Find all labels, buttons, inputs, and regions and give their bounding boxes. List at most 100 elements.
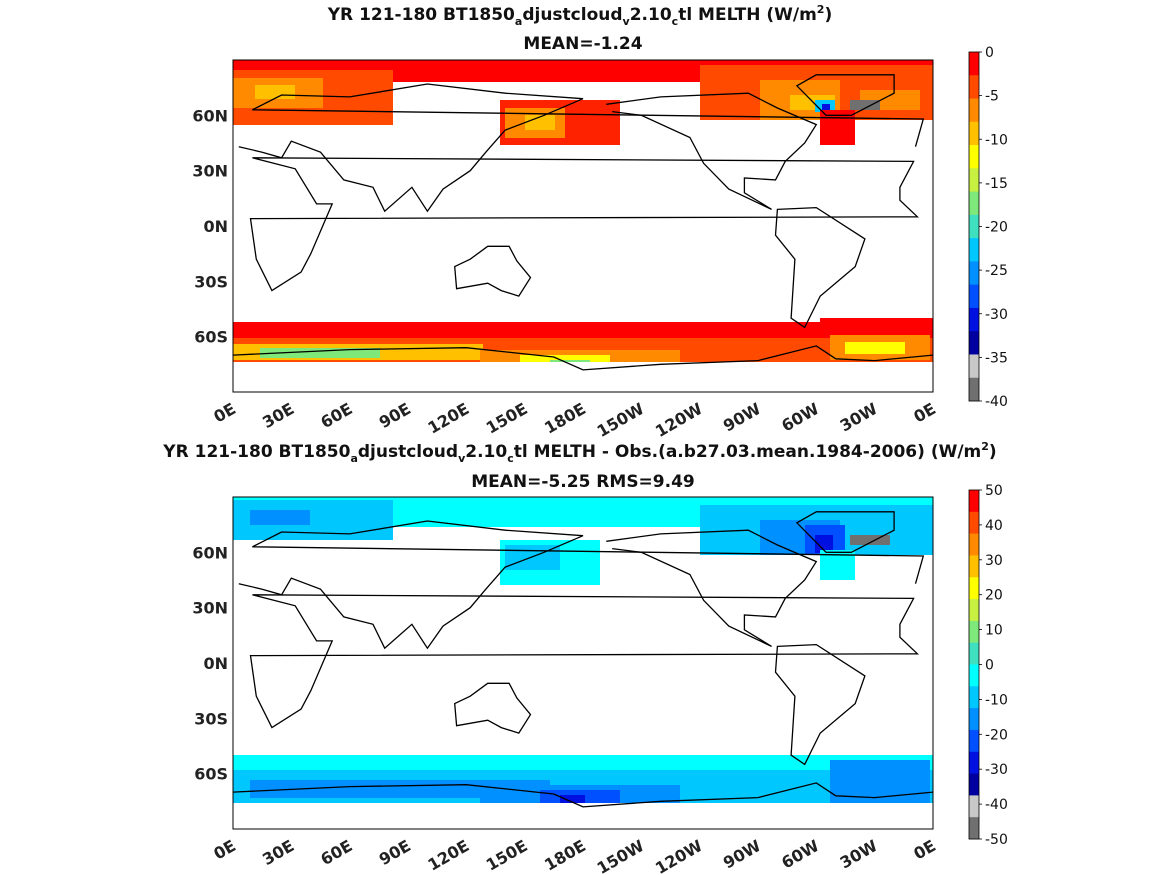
y-tick-label: 60N xyxy=(192,106,228,125)
colorbar-swatch xyxy=(969,307,979,332)
top-arctic-field xyxy=(233,60,933,145)
colorbar-tick-label: -40 xyxy=(985,394,1008,410)
x-tick-label: 90E xyxy=(376,836,414,869)
top-x-axis: 0E 30E 60E 90E 120E 150E 180E 150W 120W 90W 60W 30W… xyxy=(210,399,939,441)
colorbar-swatch xyxy=(969,795,979,818)
colorbar-swatch xyxy=(969,686,979,709)
colorbar-swatch xyxy=(969,751,979,774)
bottom-coastlines xyxy=(232,511,934,808)
x-tick-label: 60W xyxy=(778,836,822,873)
bottom-map xyxy=(233,497,933,829)
coastline-greenland xyxy=(795,74,895,116)
colorbar-swatch xyxy=(969,331,979,355)
colorbar-swatch xyxy=(969,354,979,379)
bottom-colorbar-ticks: 50 40 30 20 10 0 -10 -20 -30 -40 -50 xyxy=(979,483,1008,848)
y-tick-label: 30N xyxy=(192,162,228,181)
colorbar-swatch xyxy=(969,214,979,239)
colorbar-swatch xyxy=(969,121,979,146)
colorbar-swatch xyxy=(969,555,979,578)
colorbar-swatch xyxy=(969,191,979,216)
x-tick-label: 120E xyxy=(424,836,472,875)
colorbar-tick-label: -35 xyxy=(985,350,1008,366)
colorbar-tick-label: 0 xyxy=(985,658,994,674)
colorbar-tick-label: -10 xyxy=(985,692,1008,708)
colorbar-swatch xyxy=(969,168,979,192)
colorbar-tick-label: -20 xyxy=(985,220,1008,236)
x-tick-label: 30W xyxy=(837,399,881,436)
bottom-subtitle: MEAN=-5.25 RMS=9.49 xyxy=(471,472,695,492)
colorbar-tick-label: -30 xyxy=(985,307,1008,323)
top-map xyxy=(233,60,933,392)
colorbar-tick-label: -25 xyxy=(985,263,1008,279)
colorbar-swatch xyxy=(969,773,979,796)
coastline-south-america xyxy=(774,206,866,329)
top-subtitle: MEAN=-1.24 xyxy=(523,34,642,54)
colorbar-tick-label: 50 xyxy=(985,483,1003,499)
coastline-antarctica xyxy=(232,782,934,808)
bottom-panel: YR 121-180 BT1850adjustcloudv2.10ctl MEL… xyxy=(162,440,1008,875)
x-tick-label: 60E xyxy=(317,836,355,869)
colorbar-swatch xyxy=(969,238,979,262)
colorbar-tick-label: -5 xyxy=(985,89,999,105)
top-panel: YR 121-180 BT1850adjustcloudv2.10ctl MEL… xyxy=(192,3,1008,441)
bottom-southern-field xyxy=(233,755,933,829)
y-tick-label: 0N xyxy=(203,217,228,236)
bottom-y-axis: 60N 30N 0N 30S 60S xyxy=(192,543,228,783)
colorbar-swatch xyxy=(969,145,979,169)
bottom-colorbar xyxy=(968,489,980,840)
colorbar-swatch xyxy=(969,708,979,731)
colorbar-swatch xyxy=(969,533,979,556)
x-tick-label: 30E xyxy=(259,836,297,869)
y-tick-label: 30N xyxy=(192,599,228,618)
colorbar-swatch xyxy=(969,75,979,99)
x-tick-label: 90E xyxy=(376,399,414,432)
x-tick-label: 120W xyxy=(652,399,706,441)
x-tick-label: 0E xyxy=(210,836,239,863)
colorbar-tick-label: -40 xyxy=(985,797,1008,813)
coastline-antarctica xyxy=(232,345,934,371)
top-coastlines xyxy=(232,74,934,371)
colorbar-tick-label: -30 xyxy=(985,762,1008,778)
top-map-frame xyxy=(232,59,934,393)
coastline-eurasia xyxy=(238,83,925,213)
y-tick-label: 0N xyxy=(203,654,228,673)
y-tick-label: 60S xyxy=(194,765,228,784)
x-tick-label: 30E xyxy=(259,399,297,432)
colorbar-swatch xyxy=(969,261,979,286)
colorbar-swatch xyxy=(969,284,979,309)
bottom-x-axis: 0E 30E 60E 90E 120E 150E 180E 150W 120W 90W 60W 30W… xyxy=(210,836,939,875)
x-tick-label: 180E xyxy=(541,836,589,875)
x-tick-label: 60W xyxy=(778,399,822,436)
colorbar-swatch xyxy=(969,664,979,687)
colorbar-tick-label: -15 xyxy=(985,176,1008,192)
colorbar-swatch xyxy=(969,817,979,840)
colorbar-swatch xyxy=(969,577,979,600)
colorbar-swatch xyxy=(969,377,979,402)
colorbar-swatch xyxy=(969,599,979,622)
colorbar-swatch xyxy=(969,511,979,535)
colorbar-tick-label: -10 xyxy=(985,132,1008,148)
coastline-africa xyxy=(249,594,920,729)
colorbar-swatch xyxy=(969,490,979,513)
x-tick-label: 60E xyxy=(317,399,355,432)
x-tick-label: 90W xyxy=(720,836,764,873)
x-tick-label: 180E xyxy=(541,399,589,438)
colorbar-tick-label: 40 xyxy=(985,518,1003,534)
x-tick-label: 90W xyxy=(720,399,764,436)
colorbar-tick-label: 0 xyxy=(985,45,994,61)
x-tick-label: 0E xyxy=(210,399,239,426)
x-tick-label: 120E xyxy=(424,399,472,438)
colorbar-swatch xyxy=(969,642,979,665)
top-colorbar xyxy=(968,51,980,402)
top-title: YR 121-180 BT1850adjustcloudv2.10ctl MEL… xyxy=(327,3,832,28)
coastline-north-america xyxy=(606,92,818,210)
y-tick-label: 60S xyxy=(194,328,228,347)
coastline-eurasia xyxy=(238,520,925,650)
x-tick-label: 0E xyxy=(910,836,939,863)
colorbar-tick-label: -20 xyxy=(985,727,1008,743)
top-y-axis: 60N 30N 0N 30S 60S xyxy=(192,106,228,346)
coastline-greenland xyxy=(795,511,895,553)
colorbar-tick-label: 30 xyxy=(985,553,1003,569)
colorbar-swatch xyxy=(969,52,979,76)
